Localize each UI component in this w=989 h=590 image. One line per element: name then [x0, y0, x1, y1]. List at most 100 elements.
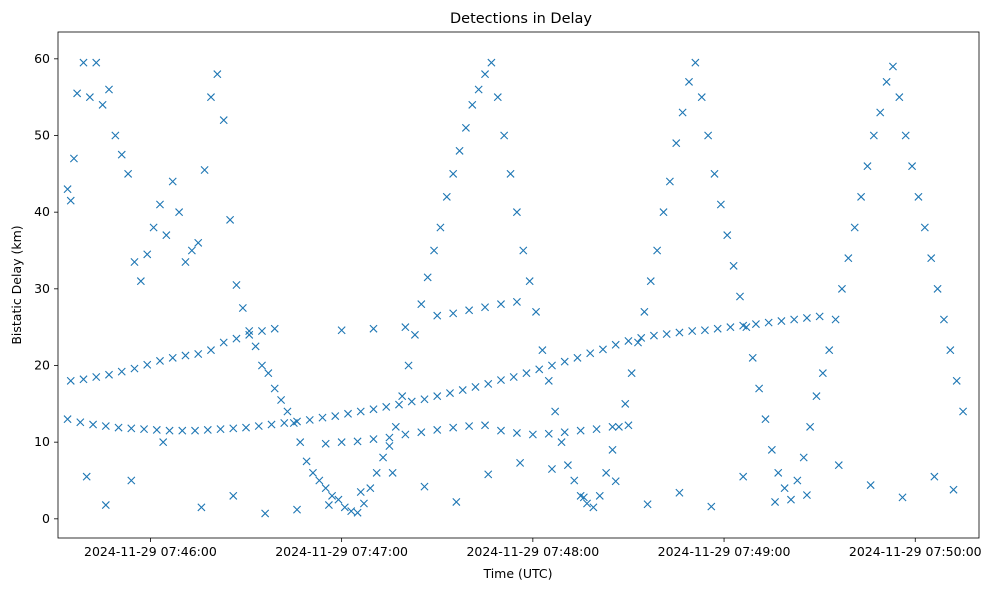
- data-point-marker: [646, 277, 655, 286]
- data-point-marker: [63, 185, 72, 194]
- data-point-marker: [710, 169, 719, 178]
- data-point-marker: [356, 488, 365, 496]
- data-point-marker: [127, 424, 136, 433]
- data-point-marker: [155, 200, 164, 209]
- data-point-marker: [433, 425, 442, 434]
- data-point-marker: [458, 386, 467, 395]
- data-point-marker: [576, 426, 585, 435]
- data-point-marker: [369, 405, 378, 414]
- data-point-marker: [755, 384, 764, 393]
- data-point-marker: [213, 70, 222, 79]
- data-point-marker: [643, 500, 652, 509]
- data-point-marker: [465, 422, 474, 431]
- data-point-marker: [850, 223, 859, 232]
- data-point-marker: [391, 422, 400, 431]
- data-point-marker: [114, 423, 123, 432]
- data-point-marker: [713, 324, 722, 333]
- data-point-marker: [790, 315, 799, 324]
- data-point-marker: [200, 166, 209, 174]
- data-point-marker: [471, 382, 480, 391]
- data-point-marker: [535, 365, 544, 374]
- data-point-marker: [270, 324, 279, 333]
- data-point-marker: [117, 150, 126, 159]
- data-point-marker: [92, 373, 101, 381]
- data-point-marker: [353, 508, 362, 517]
- data-point-marker: [672, 139, 681, 148]
- data-point-marker: [369, 324, 378, 333]
- data-point-marker: [337, 438, 346, 447]
- data-point-marker: [340, 503, 349, 512]
- data-point-marker: [589, 503, 598, 512]
- x-tick-label: 2024-11-29 07:48:00: [466, 544, 599, 559]
- data-point-marker: [216, 425, 225, 434]
- data-point-marker: [270, 384, 279, 393]
- data-point-marker: [704, 131, 713, 140]
- data-point-marker: [908, 162, 917, 171]
- data-point-marker: [296, 438, 305, 447]
- data-point-marker: [946, 346, 955, 355]
- data-point-marker: [321, 484, 330, 493]
- data-point-marker: [257, 327, 266, 335]
- data-point-marker: [608, 445, 617, 454]
- data-point-marker: [920, 223, 929, 232]
- data-point-marker: [105, 370, 113, 379]
- data-point-marker: [401, 323, 410, 332]
- data-point-marker: [359, 499, 368, 508]
- data-point-marker: [825, 346, 834, 355]
- data-point-marker: [665, 177, 674, 186]
- data-point-marker: [866, 481, 875, 490]
- data-point-marker: [66, 196, 75, 205]
- data-point-marker: [949, 485, 958, 494]
- data-point-marker: [130, 364, 139, 373]
- data-point-marker: [337, 326, 346, 335]
- data-point-marker: [481, 421, 490, 430]
- data-point-marker: [283, 407, 292, 416]
- data-point-marker: [519, 246, 528, 255]
- data-point-marker: [79, 58, 88, 67]
- x-tick-label: 2024-11-29 07:47:00: [275, 544, 408, 559]
- data-point-marker: [73, 89, 82, 98]
- data-point-marker: [895, 93, 904, 102]
- data-point-marker: [802, 491, 811, 500]
- data-point-marker: [933, 284, 942, 293]
- data-point-marker: [774, 468, 783, 477]
- data-point-marker: [634, 338, 642, 347]
- data-point-marker: [678, 108, 687, 117]
- data-point-marker: [238, 304, 247, 312]
- data-point-marker: [675, 488, 684, 497]
- data-point-marker: [417, 428, 426, 437]
- data-point-marker: [586, 349, 595, 358]
- series-track-b: [66, 297, 521, 385]
- data-point-marker: [484, 379, 493, 388]
- data-point-marker: [232, 281, 241, 289]
- data-point-marker: [815, 312, 824, 321]
- data-point-marker: [165, 426, 174, 435]
- data-point-marker: [245, 330, 254, 339]
- data-point-marker: [162, 231, 171, 240]
- data-point-marker: [111, 131, 120, 140]
- data-point-marker: [777, 317, 786, 326]
- data-point-marker: [888, 62, 897, 71]
- data-point-marker: [127, 476, 136, 485]
- data-point-marker: [557, 438, 566, 447]
- data-point-marker: [168, 353, 177, 362]
- data-point-marker: [837, 284, 846, 293]
- data-point-marker: [563, 461, 572, 470]
- data-point-marker: [344, 409, 352, 418]
- data-point-marker: [79, 375, 88, 384]
- data-point-marker: [927, 254, 936, 263]
- x-axis-label: Time (UTC): [482, 566, 552, 581]
- data-point-marker: [930, 472, 939, 481]
- data-point-marker: [321, 439, 330, 448]
- data-point-marker: [522, 369, 531, 378]
- data-point-marker: [595, 491, 604, 500]
- data-point-marker: [544, 429, 553, 438]
- data-point-marker: [455, 146, 464, 155]
- data-point-marker: [264, 369, 273, 378]
- data-point-marker: [66, 376, 75, 385]
- data-point-marker: [831, 315, 840, 324]
- data-point-marker: [449, 423, 458, 432]
- data-point-marker: [560, 357, 569, 366]
- data-point-marker: [229, 491, 238, 500]
